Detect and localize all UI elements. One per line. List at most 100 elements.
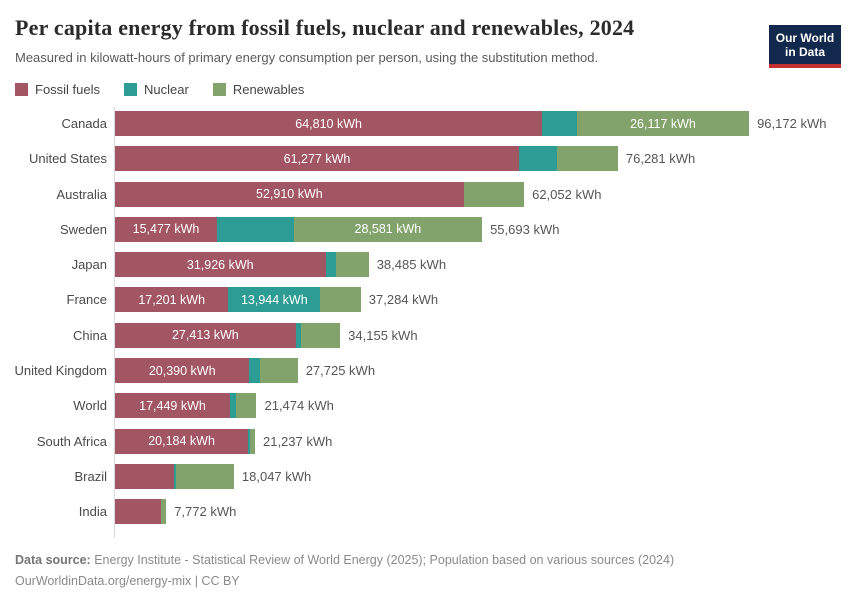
- bar-segment-nuclear[interactable]: [249, 358, 260, 384]
- owid-logo-line2: in Data: [784, 45, 825, 59]
- bar-segment-nuclear[interactable]: [160, 499, 162, 525]
- bar-segment-fossil[interactable]: 17,201 kWh: [115, 287, 229, 313]
- country-label: Australia: [56, 186, 107, 202]
- bar-segment-fossil[interactable]: 15,477 kWh: [115, 216, 217, 242]
- country-label: Canada: [61, 116, 107, 131]
- legend-item-nuclear: Nuclear: [124, 82, 189, 97]
- total-value-label: 96,172 kWh: [757, 116, 827, 131]
- bar-row-sweden: Sweden 15,477 kWh 28,581 kWh 55,693 kWh: [0, 216, 850, 242]
- bar-track: 64,810 kWh 26,117 kWh: [115, 111, 750, 136]
- segment-value-label: 31,926 kWh: [186, 257, 254, 272]
- bar-segment-renewables[interactable]: [175, 463, 234, 489]
- country-label: South Africa: [36, 433, 107, 449]
- bar-segment-nuclear[interactable]: [542, 111, 577, 136]
- bar-segment-nuclear[interactable]: [174, 463, 176, 489]
- segment-value-label: 17,201 kWh: [138, 292, 206, 307]
- segment-value-label: 15,477 kWh: [132, 222, 200, 237]
- legend-label: Renewables: [232, 82, 305, 97]
- bar-row-world: World 17,449 kWh 21,474 kWh: [0, 393, 850, 419]
- bar-track: 15,477 kWh 28,581 kWh: [115, 216, 483, 242]
- total-value-label: 27,725 kWh: [305, 363, 376, 379]
- total-value-label: 37,284 kWh: [368, 292, 439, 308]
- bar-segment-nuclear[interactable]: [325, 252, 337, 278]
- bar-row-united-states: United States 61,277 kWh 76,281 kWh: [0, 146, 850, 172]
- segment-value-label: 27,413 kWh: [171, 328, 239, 343]
- bar-segment-renewables[interactable]: [259, 358, 298, 384]
- bar-track: 61,277 kWh: [115, 146, 618, 172]
- legend: Fossil fuels Nuclear Renewables: [15, 82, 850, 97]
- bar-segment-fossil[interactable]: 20,184 kWh: [115, 428, 249, 454]
- legend-swatch-icon: [124, 83, 138, 96]
- legend-item-renewables: Renewables: [212, 82, 305, 97]
- country-label: China: [73, 327, 107, 343]
- segment-value-label: 26,117 kWh: [630, 116, 696, 131]
- bar-segment-fossil[interactable]: 17,449 kWh: [115, 393, 230, 419]
- segment-value-label: 64,810 kWh: [295, 116, 362, 131]
- bar-segment-renewables[interactable]: [320, 287, 361, 313]
- y-axis-line: [114, 107, 115, 539]
- bar-segment-nuclear[interactable]: [295, 322, 301, 348]
- bar-segment-renewables[interactable]: [336, 252, 369, 278]
- legend-item-fossil: Fossil fuels: [15, 82, 100, 97]
- bar-segment-renewables[interactable]: [161, 499, 167, 525]
- country-label: United States: [28, 151, 107, 167]
- segment-value-label: 61,277 kWh: [283, 151, 351, 166]
- data-source-line: Data source: Energy Institute - Statisti…: [15, 550, 835, 571]
- bar-segment-fossil[interactable]: 52,910 kWh: [115, 181, 464, 207]
- data-source-label: Data source:: [15, 553, 95, 568]
- bar-row-france: France 17,201 kWh 13,944 kWh 37,284 kWh: [0, 287, 850, 313]
- bar-segment-renewables[interactable]: 26,117 kWh: [576, 111, 750, 136]
- bar-segment-renewables[interactable]: [235, 393, 257, 419]
- country-label: World: [73, 398, 107, 414]
- bar-segment-nuclear[interactable]: [230, 393, 236, 419]
- bar-track: 52,910 kWh: [115, 181, 525, 207]
- bar-segment-renewables[interactable]: [250, 428, 255, 454]
- bar-row-brazil: Brazil 18,047 kWh: [0, 463, 850, 489]
- bar-segment-renewables[interactable]: [300, 322, 341, 348]
- bar-segment-fossil[interactable]: [115, 463, 175, 489]
- bar-row-south-africa: South Africa 20,184 kWh 21,237 kWh: [0, 428, 850, 454]
- country-label: India: [78, 504, 107, 520]
- bar-segment-renewables[interactable]: 28,581 kWh: [293, 216, 483, 242]
- legend-label: Fossil fuels: [35, 82, 101, 97]
- stacked-bar-chart: Canada 64,810 kWh 26,117 kWh 96,172 kWh Unit…: [0, 107, 850, 539]
- country-label: Japan: [71, 257, 107, 273]
- bar-segment-nuclear[interactable]: [519, 146, 558, 172]
- segment-value-label: 20,184 kWh: [148, 434, 215, 449]
- total-value-label: 38,485 kWh: [376, 257, 447, 273]
- segment-value-label: 52,910 kWh: [256, 187, 323, 202]
- bar-segment-nuclear[interactable]: [248, 428, 251, 454]
- total-value-label: 62,052 kWh: [532, 186, 602, 202]
- total-value-label: 21,237 kWh: [262, 433, 333, 449]
- total-value-label: 34,155 kWh: [348, 327, 418, 343]
- bar-segment-fossil[interactable]: 20,390 kWh: [115, 358, 250, 384]
- segment-value-label: 28,581 kWh: [354, 222, 422, 237]
- bar-segment-fossil[interactable]: [115, 499, 161, 525]
- segment-value-label: 17,449 kWh: [139, 398, 206, 413]
- bar-segment-fossil[interactable]: 64,810 kWh: [115, 111, 543, 136]
- country-label: Brazil: [74, 468, 107, 484]
- bar-track: 17,201 kWh 13,944 kWh: [115, 287, 361, 313]
- bar-track: [115, 463, 234, 489]
- bar-segment-fossil[interactable]: 27,413 kWh: [115, 322, 296, 348]
- bar-segment-nuclear[interactable]: [217, 216, 294, 242]
- segment-value-label: 13,944 kWh: [240, 292, 308, 307]
- total-value-label: 18,047 kWh: [241, 468, 312, 484]
- bar-segment-renewables[interactable]: [463, 181, 525, 207]
- bar-row-united-kingdom: United Kingdom 20,390 kWh 27,725 kWh: [0, 358, 850, 384]
- bar-segment-fossil[interactable]: 31,926 kWh: [115, 252, 326, 278]
- bar-track: 17,449 kWh: [115, 393, 257, 419]
- bar-segment-nuclear[interactable]: 13,944 kWh: [228, 287, 321, 313]
- credit-line[interactable]: OurWorldinData.org/energy-mix | CC BY: [15, 574, 240, 589]
- data-source-text: Energy Institute - Statistical Review of…: [94, 553, 675, 568]
- country-label: Sweden: [60, 221, 107, 237]
- bar-row-canada: Canada 64,810 kWh 26,117 kWh 96,172 kWh: [0, 111, 850, 136]
- bar-segment-fossil[interactable]: 61,277 kWh: [115, 146, 519, 172]
- owid-logo[interactable]: Our World in Data: [769, 25, 841, 68]
- page-title: Per capita energy from fossil fuels, nuc…: [15, 15, 635, 40]
- bar-track: 20,390 kWh: [115, 358, 298, 384]
- bar-segment-renewables[interactable]: [557, 146, 618, 172]
- owid-logo-line1: Our World: [775, 31, 835, 45]
- total-value-label: 76,281 kWh: [625, 151, 696, 167]
- country-label: United Kingdom: [14, 363, 108, 379]
